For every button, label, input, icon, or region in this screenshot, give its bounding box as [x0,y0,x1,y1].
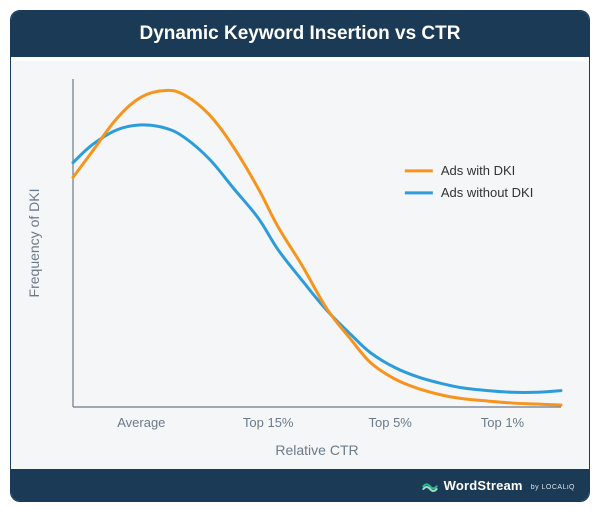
chart-card: Dynamic Keyword Insertion vs CTR Average… [10,10,590,502]
brand-name: WordStream [444,478,523,493]
brand-subtitle: by LOCALiQ [531,484,575,491]
chart-title: Dynamic Keyword Insertion vs CTR [11,11,589,57]
footer: WordStream by LOCALiQ [11,469,589,501]
brand-icon [422,477,438,493]
x-tick-label: Top 15% [243,415,294,430]
x-tick-label: Top 5% [369,415,413,430]
plot-area: Average Top 15% Top 5% Top 1% Relative CTR Fr… [11,61,589,469]
x-axis-label: Relative CTR [275,442,358,458]
y-axis-label: Frequency of DKI [26,189,42,298]
x-tick-label: Average [117,415,165,430]
x-tick-label: Top 1% [481,415,525,430]
legend-label: Ads with DKI [441,163,515,178]
legend-label: Ads without DKI [441,185,533,200]
series-line [73,90,561,405]
brand-logo: WordStream by LOCALiQ [422,477,575,493]
chart-svg: Average Top 15% Top 5% Top 1% Relative CTR Fr… [11,61,589,469]
